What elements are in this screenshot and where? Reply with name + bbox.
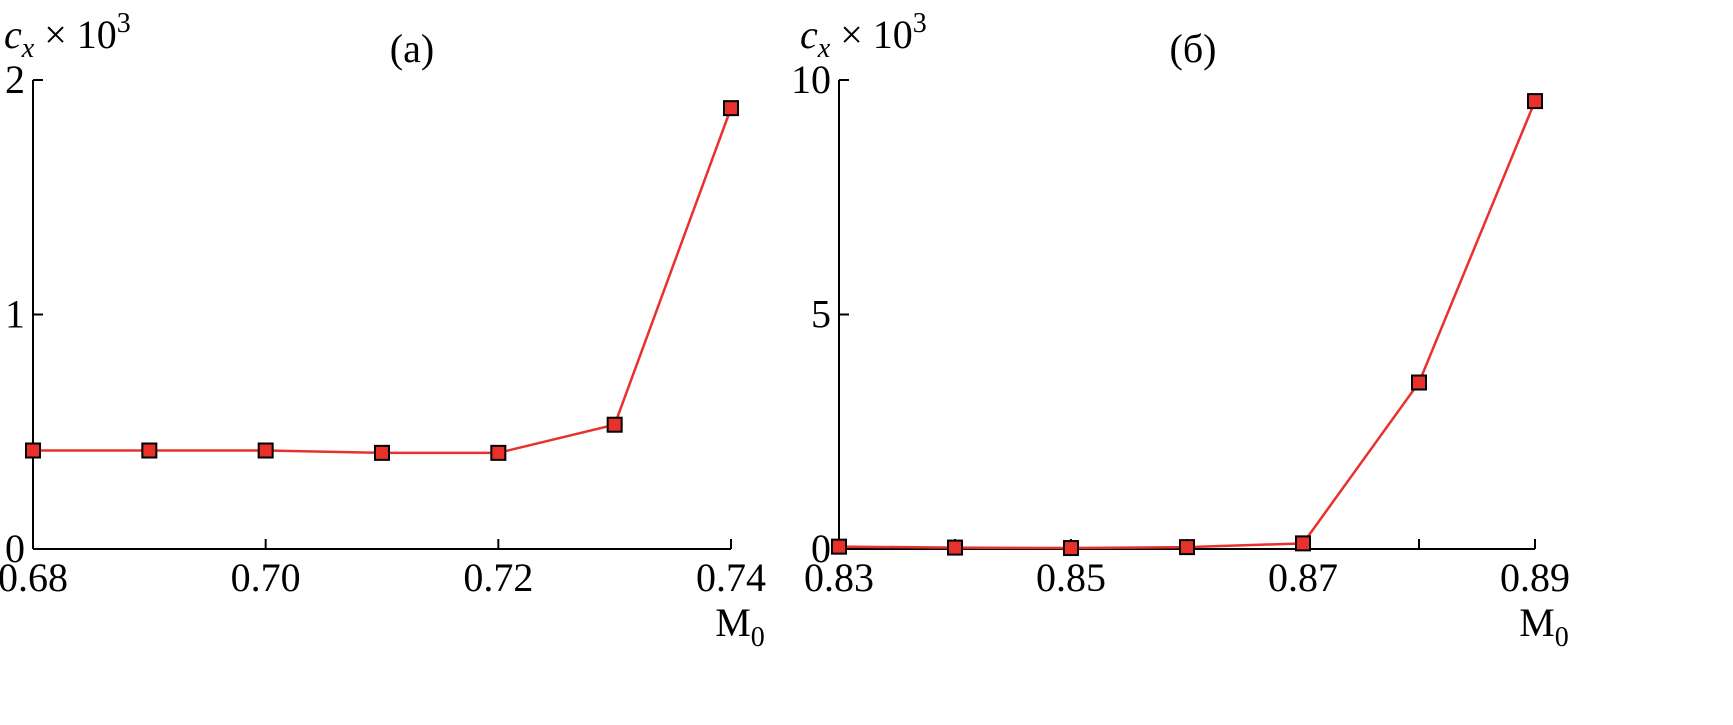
panel-b-data-point xyxy=(1527,93,1543,110)
panel-b-data-point xyxy=(1411,374,1427,391)
panel-b-y-tick-label: 10 xyxy=(791,57,831,102)
panel-b-x-tick-label: 0.85 xyxy=(1036,555,1106,600)
panel-a-x-tick-label: 0.72 xyxy=(463,555,533,600)
panel-b-x-tick-label: 0.87 xyxy=(1268,555,1338,600)
panel-b-y-tick-label: 5 xyxy=(811,292,831,337)
panel-b-series-line xyxy=(838,100,1537,550)
panel-a-data-point xyxy=(723,100,739,117)
panel-a-data-point xyxy=(141,442,158,459)
panel-a-y-tick-label: 2 xyxy=(5,57,25,102)
panel-b-x-tick-label: 0.83 xyxy=(804,555,874,600)
panel-a-x-axis-title: M0 xyxy=(715,600,765,653)
panel-a-label: (a) xyxy=(390,26,434,71)
panel-a-group: 0.68 0.70 0.72 0.74 0 1 2cx × 103 (a) M0 xyxy=(0,8,766,653)
panel-a-data-point xyxy=(490,444,507,461)
panel-a-series-line xyxy=(33,107,733,455)
panel-b-data-point xyxy=(947,539,963,556)
panel-a-data-point xyxy=(374,444,390,461)
panel-a-x-tick-label: 0.74 xyxy=(696,555,766,600)
panel-b-label: (б) xyxy=(1170,26,1217,71)
panel-a-y-axis-title: cx × 103 xyxy=(4,8,131,64)
panel-a-data-point xyxy=(606,416,623,433)
panel-b-x-tick-label: 0.89 xyxy=(1500,555,1570,600)
panel-b-data-point xyxy=(831,538,847,555)
panel-a-x-tick-label: 0.68 xyxy=(0,555,68,600)
panel-b-data-point xyxy=(1295,535,1311,552)
panel-a-y-tick-label: 1 xyxy=(5,292,25,337)
panel-b-data-point xyxy=(1179,539,1195,556)
panel-b-x-axis-title: M0 xyxy=(1519,600,1569,653)
panel-a-x-tick-label: 0.70 xyxy=(231,555,301,600)
panel-a-y-tick-label: 0 xyxy=(5,526,25,571)
panel-a-data-point xyxy=(257,442,274,459)
panel-a-data-point xyxy=(25,442,41,459)
panel-b-y-tick-label: 0 xyxy=(811,526,831,571)
panel-b-y-axis-title: cx × 103 xyxy=(800,8,927,64)
panel-b-data-point xyxy=(1063,540,1079,557)
